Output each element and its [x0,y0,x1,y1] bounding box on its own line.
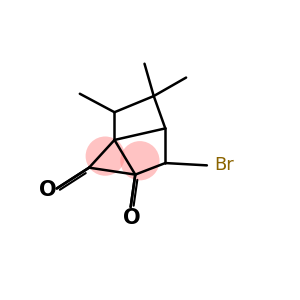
Circle shape [85,136,125,176]
Text: O: O [123,208,141,229]
Text: O: O [39,180,56,200]
Circle shape [120,141,160,180]
Text: Br: Br [214,156,234,174]
